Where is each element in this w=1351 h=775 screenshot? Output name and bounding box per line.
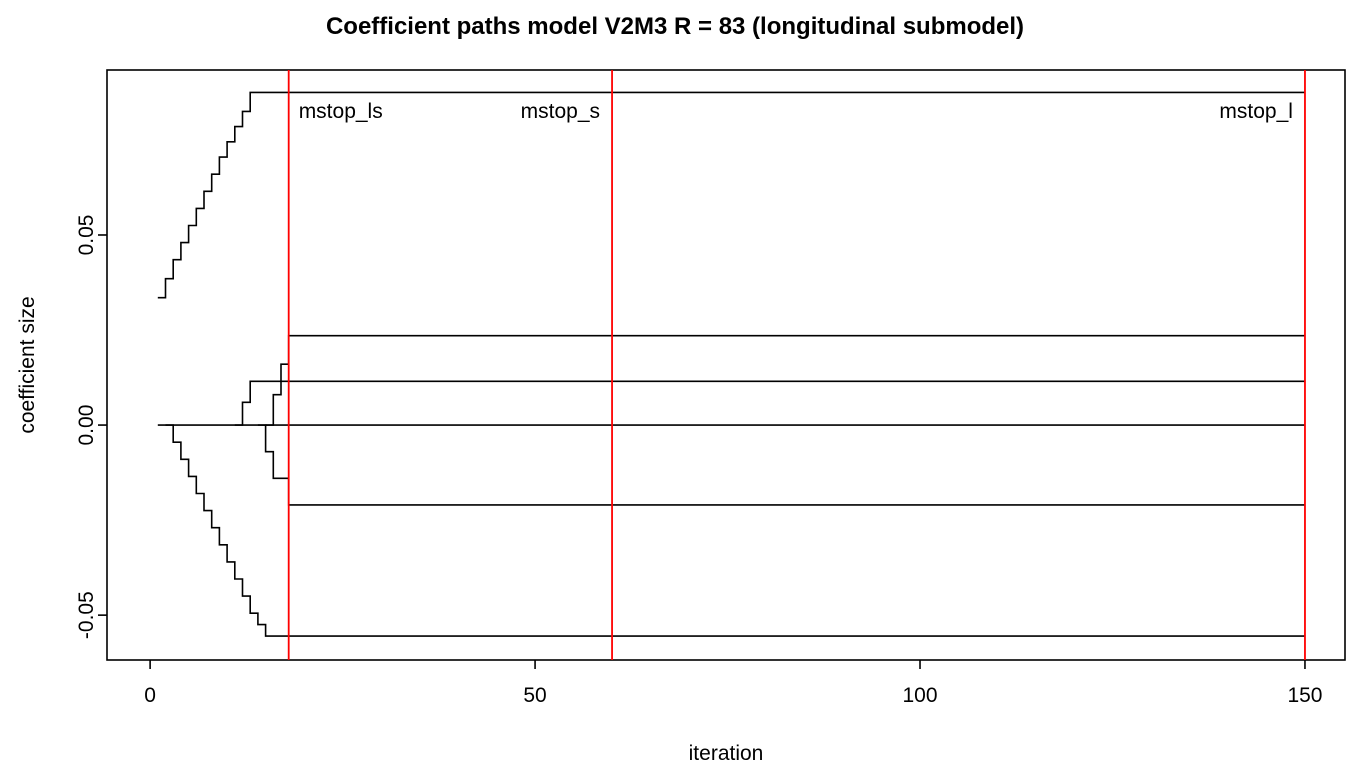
coefficient-path-path-positive-low xyxy=(234,380,1305,426)
axes: 0 50 100 150 -0.05 0.00 0.05 xyxy=(75,69,1346,707)
coefficient-path-path-negative-mid xyxy=(257,424,1305,506)
vline-label-mstop_ls: mstop_ls xyxy=(299,100,383,123)
y-tick-label: 0.00 xyxy=(75,405,98,446)
x-tick-label: 0 xyxy=(144,684,156,707)
y-axis-label: coefficient size xyxy=(16,296,39,433)
chart-title: Coefficient paths model V2M3 R = 83 (lon… xyxy=(326,13,1024,40)
coefficient-path-path-positive-mid xyxy=(265,334,1305,426)
x-axis-label: iteration xyxy=(689,742,764,765)
vline-label-mstop_s: mstop_s xyxy=(521,100,600,123)
vline-label-mstop_l: mstop_l xyxy=(1219,100,1293,123)
x-tick-label: 100 xyxy=(902,684,937,707)
plot-box xyxy=(106,69,1346,661)
y-tick-label: -0.05 xyxy=(75,591,98,639)
mstop-annotations: mstop_ls mstop_s mstop_l xyxy=(287,70,1306,660)
x-tick-label: 50 xyxy=(523,684,546,707)
coefficient-path-path-negative-low xyxy=(165,424,1305,637)
y-tick-label: 0.05 xyxy=(75,215,98,256)
x-tick-label: 150 xyxy=(1287,684,1322,707)
coefficient-path-lines xyxy=(157,91,1305,637)
coefficient-path-path-positive-high xyxy=(157,91,1305,299)
